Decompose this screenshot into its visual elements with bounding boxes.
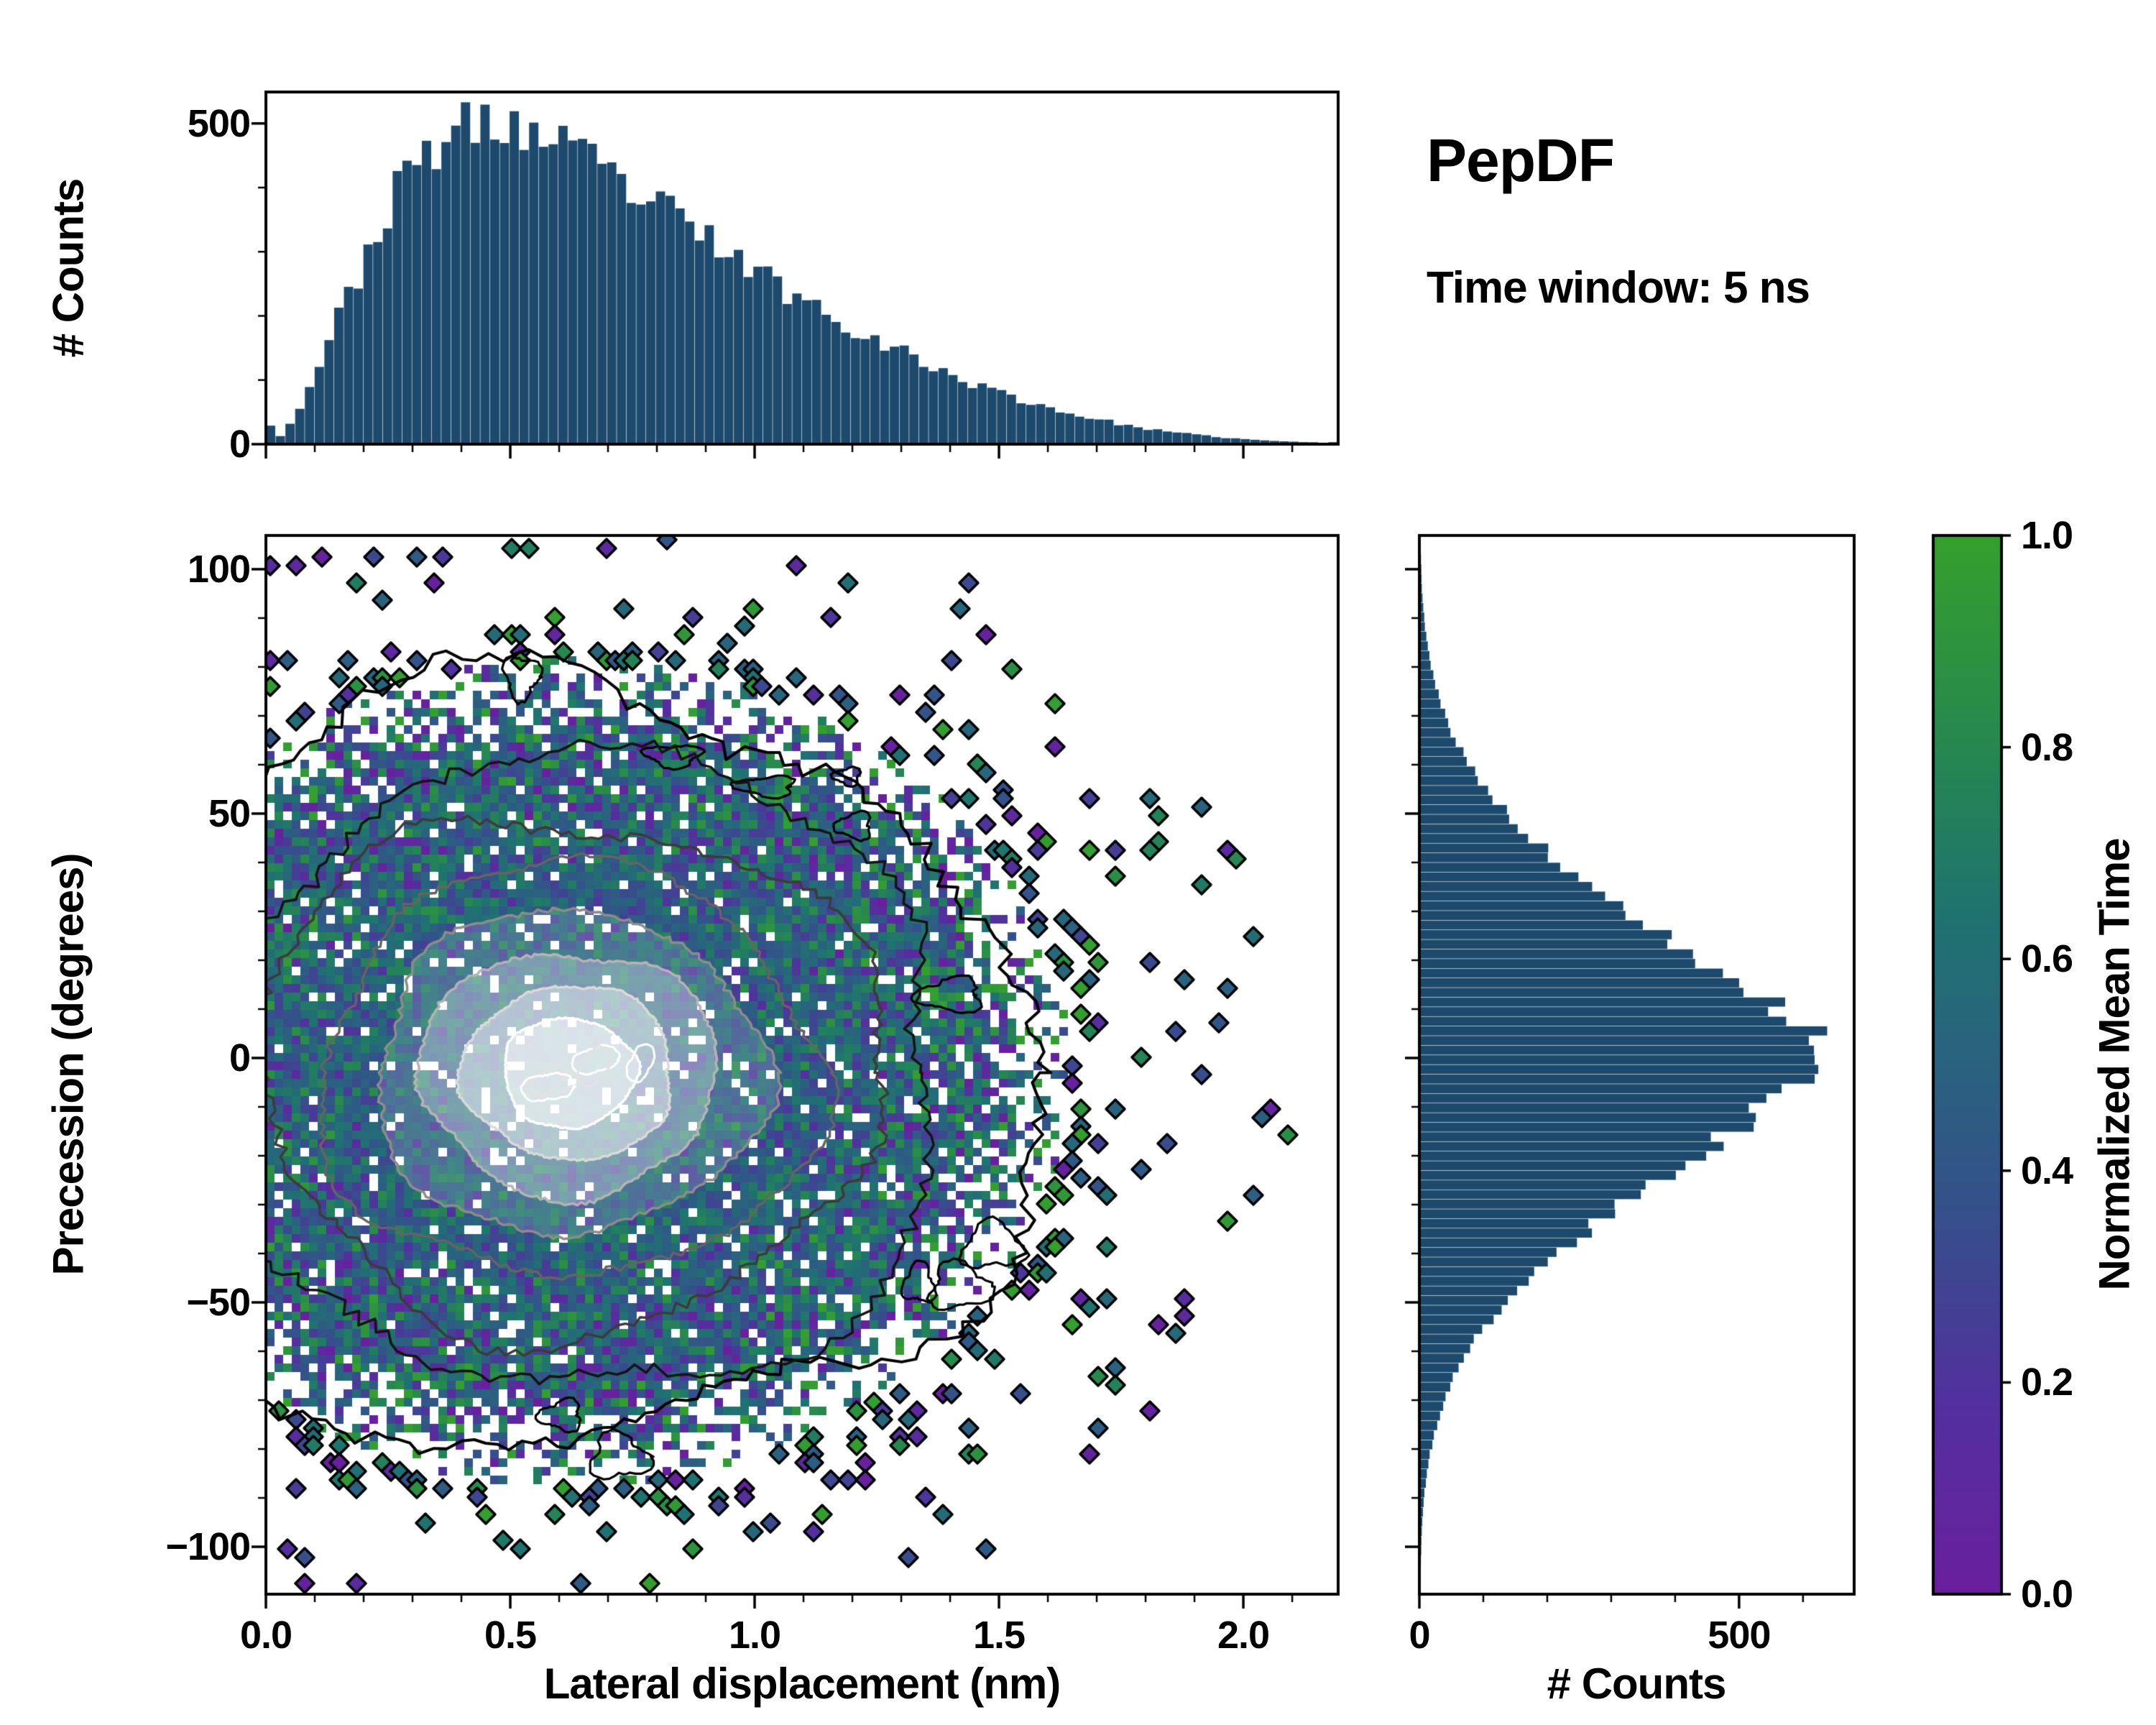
main-ylabel: Precession (degrees) [44, 853, 93, 1276]
right-hist-xlabel: # Counts [1547, 1660, 1727, 1708]
top-hist-ylabel: # Counts [44, 178, 93, 358]
plot-subtitle: Time window: 5 ns [1427, 263, 1810, 313]
main-xlabel: Lateral displacement (nm) [543, 1660, 1061, 1708]
plot-title: PepDF [1427, 126, 1615, 194]
colorbar-label: Normalized Mean Time [2090, 838, 2139, 1291]
